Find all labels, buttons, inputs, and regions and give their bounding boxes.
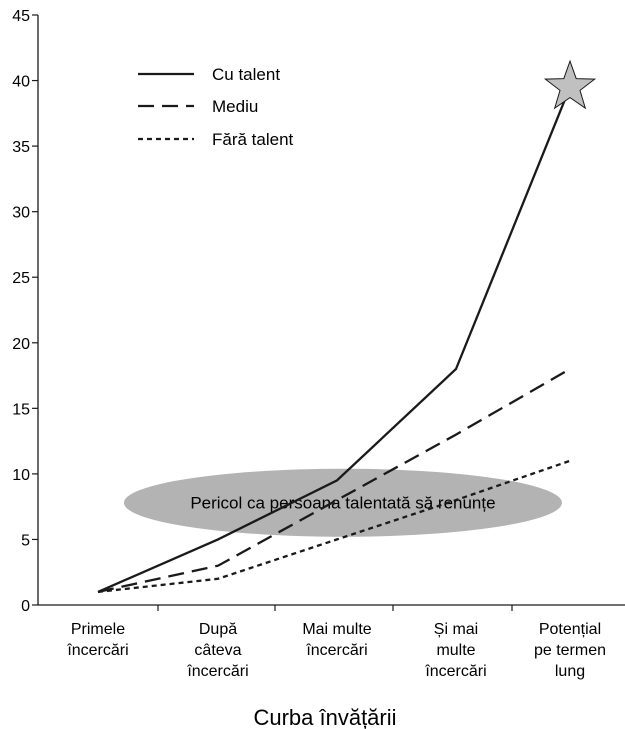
y-tick-label: 15 bbox=[12, 401, 30, 418]
x-axis-title: Curba învățării bbox=[253, 705, 396, 729]
x-tick-label-line: încercări bbox=[424, 663, 486, 680]
x-tick-label-line: Mai multe bbox=[302, 621, 371, 638]
x-tick-label-line: Primele bbox=[71, 621, 125, 638]
star-icon bbox=[543, 59, 597, 110]
axes bbox=[37, 15, 625, 606]
x-tick-label: Primele încercări bbox=[66, 621, 128, 659]
y-tick-label: 20 bbox=[12, 336, 30, 353]
danger-annotation: Pericol ca persoana talentată să renunțe bbox=[123, 468, 562, 537]
x-tick-label-line: încercări bbox=[186, 663, 248, 680]
x-tick-label-line: încercări bbox=[66, 642, 128, 659]
x-tick-label-line: Potențial bbox=[539, 621, 601, 638]
x-tick-label-line: câteva bbox=[194, 642, 241, 659]
y-tick-label: 40 bbox=[12, 74, 30, 91]
y-axis-ticks: 0 5 10 15 20 25 30 35 40 45 bbox=[12, 8, 38, 615]
x-tick-label-line: încercări bbox=[305, 642, 367, 659]
y-tick-label: 10 bbox=[12, 467, 30, 484]
legend: Cu talent Mediu Fără talent bbox=[138, 65, 294, 149]
danger-zone-ellipse bbox=[123, 468, 562, 537]
x-tick-label-line: pe termen bbox=[534, 642, 606, 659]
x-tick-label-line: După bbox=[199, 621, 237, 638]
y-tick-label: 45 bbox=[12, 8, 30, 25]
legend-label-mediu: Mediu bbox=[212, 97, 258, 116]
y-tick-label: 35 bbox=[12, 139, 30, 156]
series-line-mediu bbox=[97, 368, 571, 594]
x-tick-label: Și mai multe încercări bbox=[424, 621, 486, 680]
series-line-fara-talent bbox=[97, 459, 571, 594]
series-lines bbox=[97, 59, 597, 594]
series-line-cu-talent bbox=[97, 86, 572, 593]
y-tick-label: 5 bbox=[21, 532, 30, 549]
x-tick-label-line: multe bbox=[436, 642, 475, 659]
x-tick-label-line: Și mai bbox=[434, 621, 478, 638]
legend-label-fara-talent: Fără talent bbox=[212, 130, 294, 149]
y-tick-label: 25 bbox=[12, 270, 30, 287]
danger-zone-text: Pericol ca persoana talentată să renunțe bbox=[190, 494, 495, 513]
x-tick-label: După câteva încercări bbox=[186, 621, 248, 680]
legend-label-cu-talent: Cu talent bbox=[212, 65, 280, 84]
y-tick-label: 0 bbox=[21, 598, 30, 615]
x-tick-label-line: lung bbox=[555, 663, 585, 680]
x-tick-label: Mai multe încercări bbox=[302, 621, 371, 659]
x-tick-label: Potențial pe termen lung bbox=[534, 621, 606, 680]
y-tick-label: 30 bbox=[12, 205, 30, 222]
